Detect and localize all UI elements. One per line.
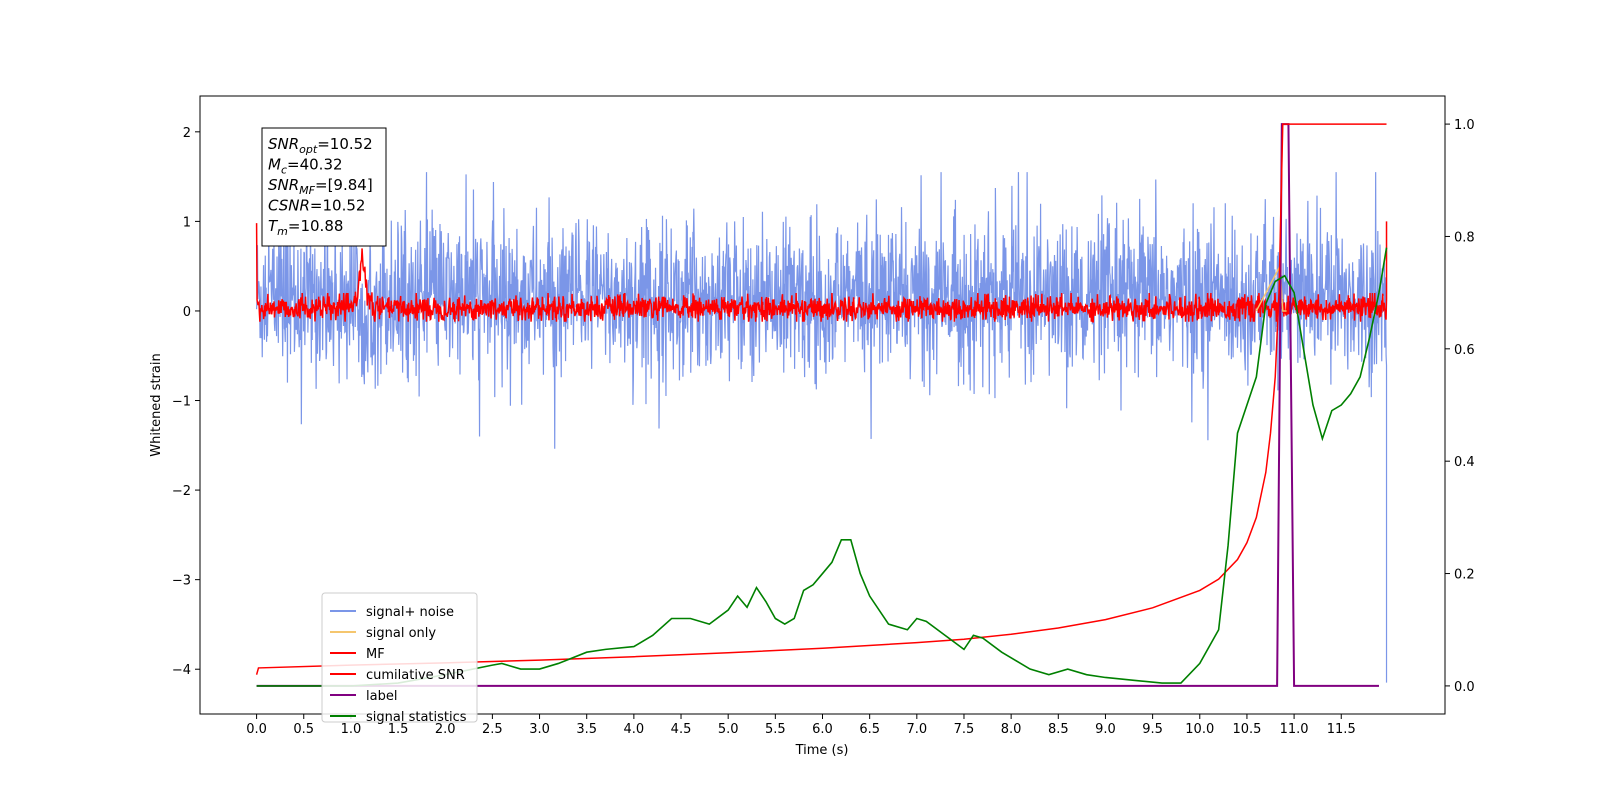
y-axis-right: 1.0 0.8 0.6 0.4 0.2 0.0 — [1445, 118, 1475, 695]
legend-label: signal+ noise — [366, 605, 454, 620]
info-line-value: =40.32 — [287, 156, 343, 174]
x-tick-label: 2.0 — [435, 722, 456, 737]
y-tick-label: −4 — [172, 663, 191, 678]
x-tick-label: 3.0 — [529, 722, 550, 737]
x-tick-label: 10.0 — [1185, 722, 1214, 737]
legend-label: label — [366, 689, 397, 704]
x-tick-label: 8.5 — [1048, 722, 1069, 737]
y-tick-label: 1 — [183, 215, 191, 230]
x-tick-label: 1.5 — [388, 722, 409, 737]
legend-label: signal statistics — [366, 710, 467, 725]
x-tick-label: 7.5 — [954, 722, 975, 737]
info-line-subscript: MF — [299, 184, 315, 197]
x-tick-label: 3.5 — [576, 722, 597, 737]
legend-frame — [321, 592, 478, 723]
info-box: SNRopt=10.52Mc=40.32SNRMF=[9.84]CSNR=10.… — [261, 127, 387, 247]
info-line-subscript: opt — [299, 143, 318, 156]
y-right-tick-label: 1.0 — [1454, 118, 1475, 133]
x-tick-label: 11.5 — [1327, 722, 1356, 737]
x-tick-label: 9.0 — [1095, 722, 1116, 737]
y-right-tick-label: 0.4 — [1454, 455, 1475, 470]
info-line: Mc=40.32 — [268, 156, 343, 177]
x-tick-label: 6.5 — [859, 722, 880, 737]
x-tick-label: 5.0 — [718, 722, 739, 737]
series-signal-only — [1255, 263, 1287, 312]
y-right-tick-label: 0.2 — [1454, 568, 1475, 583]
info-line-symbol: T — [268, 217, 279, 235]
info-line-symbol: M — [268, 156, 281, 174]
info-line-value: =10.52 — [317, 135, 373, 153]
x-tick-label: 9.5 — [1142, 722, 1163, 737]
x-tick-label: 11.0 — [1280, 722, 1309, 737]
legend-label: signal only — [366, 626, 436, 641]
y-right-tick-label: 0.8 — [1454, 230, 1475, 245]
info-box-lines: SNRopt=10.52Mc=40.32SNRMF=[9.84]CSNR=10.… — [268, 135, 373, 238]
series-layer — [255, 123, 1388, 687]
y-right-tick-label: 0.0 — [1454, 680, 1475, 695]
y-tick-label: 2 — [183, 126, 191, 141]
series-mf — [255, 221, 1388, 323]
x-tick-label: 2.5 — [482, 722, 503, 737]
info-line-value: =[9.84] — [315, 176, 373, 194]
x-tick-label: 0.5 — [293, 722, 314, 737]
y-tick-label: −2 — [172, 484, 191, 499]
legend: signal+ noise signal only MF cumilative SNR… — [321, 592, 478, 725]
x-tick-label: 7.0 — [906, 722, 927, 737]
info-line: Tm=10.88 — [268, 217, 343, 238]
info-line-subscript: m — [277, 225, 288, 238]
legend-label: cumilative SNR — [366, 668, 465, 683]
info-line: SNRMF=[9.84] — [268, 176, 373, 197]
x-tick-label: 6.0 — [812, 722, 833, 737]
y-tick-label: −1 — [172, 395, 191, 410]
info-box-frame — [261, 127, 387, 247]
info-line-symbol: CSNR — [268, 197, 310, 215]
x-axis: 0.0 0.5 1.0 1.5 2.0 2.5 3.0 3.5 4.0 4.5 5.0 5.5 6.0 6… — [246, 714, 1356, 737]
legend-items: signal+ noise signal only MF cumilative SNR… — [330, 605, 467, 725]
x-tick-label: 4.0 — [624, 722, 645, 737]
x-tick-label: 8.0 — [1001, 722, 1022, 737]
legend-label: MF — [366, 647, 385, 662]
info-line: SNRopt=10.52 — [268, 135, 373, 156]
x-tick-label: 4.5 — [671, 722, 692, 737]
info-line-value: =10.52 — [310, 197, 366, 215]
x-tick-label: 1.0 — [341, 722, 362, 737]
y-tick-label: −3 — [172, 574, 191, 589]
info-line-value: =10.88 — [288, 217, 344, 235]
info-line-subscript: c — [281, 164, 287, 177]
y-axis-label: Whitened strain — [149, 353, 164, 456]
info-line: CSNR=10.52 — [268, 197, 365, 215]
x-tick-label: 0.0 — [246, 722, 267, 737]
y-tick-label: 0 — [183, 305, 191, 320]
series-signal-statistics — [256, 247, 1388, 687]
x-tick-label: 5.5 — [765, 722, 786, 737]
y-axis-left: 2 1 0 −1 −2 −3 −4 — [172, 126, 200, 678]
x-axis-label: Time (s) — [795, 743, 849, 758]
y-right-tick-label: 0.6 — [1454, 343, 1475, 358]
x-tick-label: 10.5 — [1232, 722, 1261, 737]
info-line-symbol: SNR — [268, 135, 299, 153]
info-line-symbol: SNR — [268, 176, 299, 194]
series-cumulative-snr — [255, 123, 1387, 675]
